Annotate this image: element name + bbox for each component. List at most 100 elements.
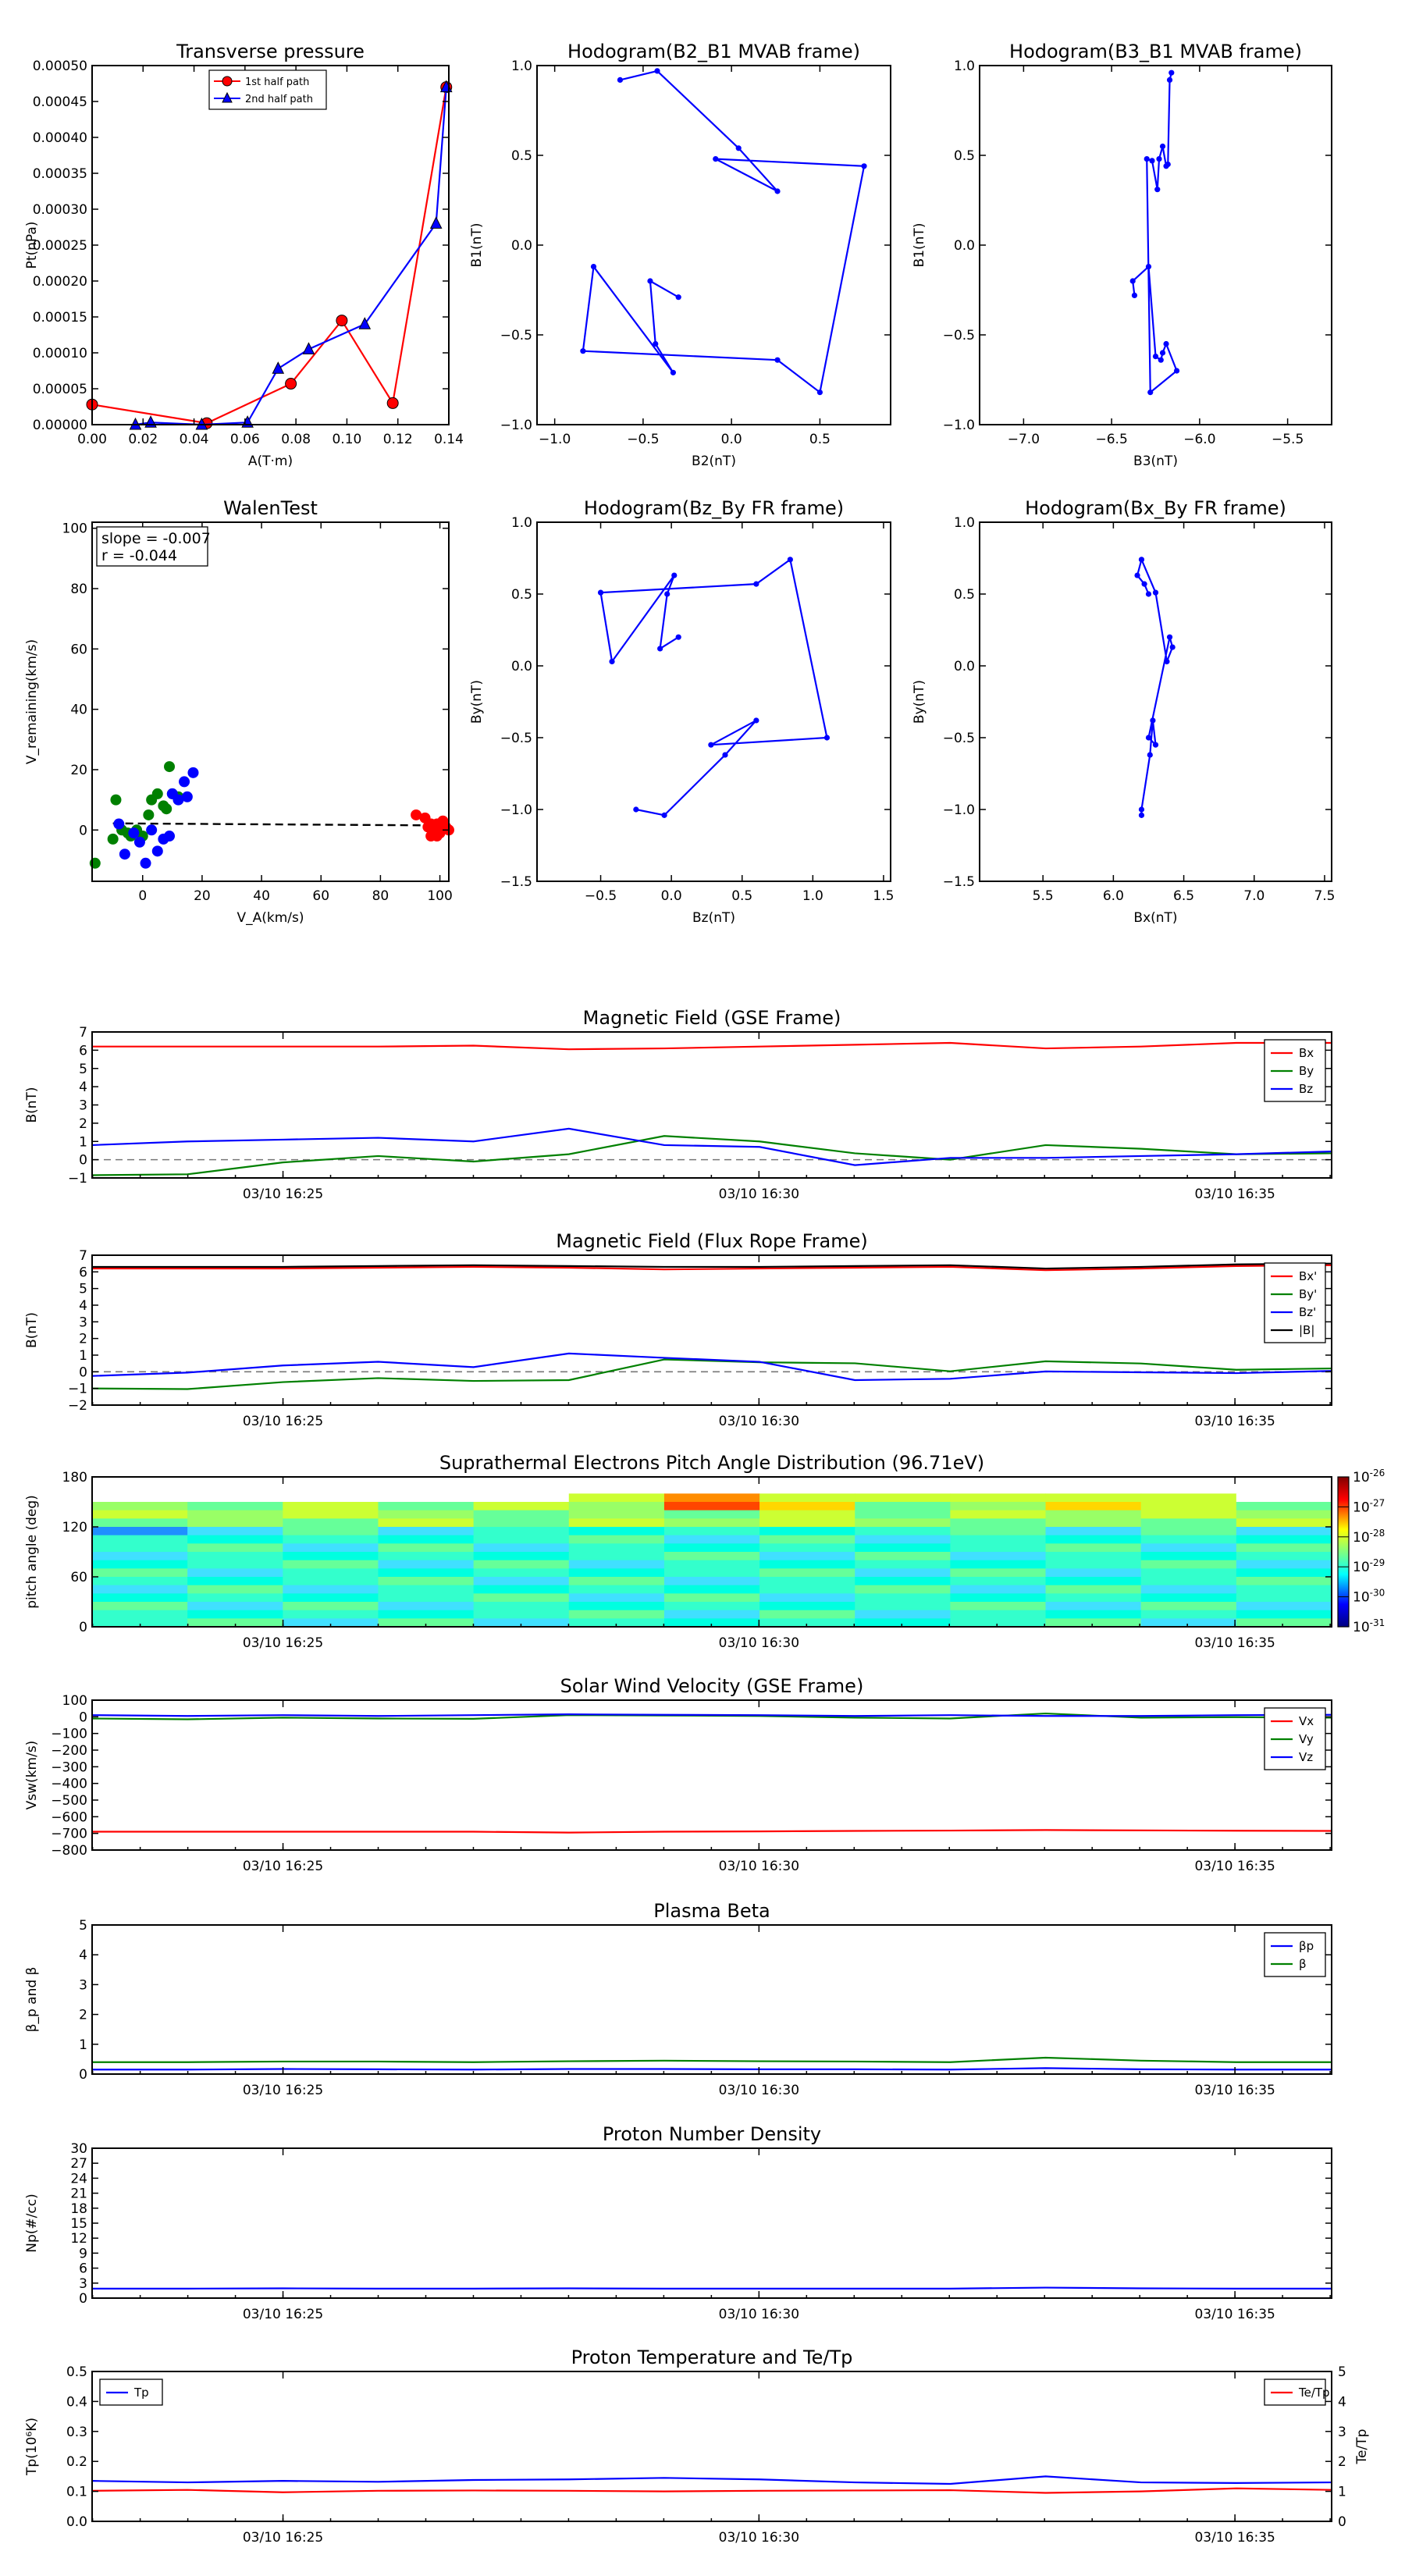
pad-cell	[759, 1510, 855, 1519]
h2-ytick-label: −1.0	[943, 418, 975, 433]
h4-point	[1166, 634, 1173, 640]
h1-ytick-label: 0.5	[511, 148, 532, 164]
tpr-ytick-label: 0.2	[66, 2454, 87, 2470]
np-xtick-label: 03/10 16:35	[1194, 2307, 1275, 2322]
pad-cell	[1236, 1518, 1332, 1528]
walen-point	[110, 794, 122, 806]
beta-ytick-label: 2	[79, 2008, 87, 2023]
pad-cell	[92, 1527, 188, 1536]
walen-plot-frame	[91, 521, 450, 882]
np-ytick-label: 9	[79, 2246, 87, 2261]
pad-cell	[568, 1552, 665, 1561]
walen-xtick-label: 40	[253, 888, 270, 904]
tpr-ytick-label: 0.0	[66, 2514, 87, 2530]
pad-cell	[759, 1518, 855, 1528]
h2-ylabel: B1(nT)	[912, 223, 927, 268]
pad-cell	[663, 1602, 760, 1611]
np-title: Proton Number Density	[603, 2123, 821, 2145]
pad-cell	[473, 1593, 570, 1603]
h4-point	[1138, 557, 1145, 563]
magGSE-ytick-label: 0	[79, 1153, 87, 1169]
magFR-legend-label: Bx'	[1299, 1269, 1317, 1283]
h2-point	[1129, 278, 1136, 284]
tpr-ytick-right-label: 2	[1338, 2454, 1346, 2470]
pad-cell	[92, 1585, 188, 1594]
colorbar-exponent: -28	[1370, 1528, 1385, 1539]
vsw-ytick-label: −200	[51, 1743, 87, 1759]
pad-cell	[759, 1593, 855, 1603]
pad-cell	[950, 1593, 1047, 1603]
pad-cell	[855, 1618, 951, 1628]
walen-point	[187, 767, 199, 778]
pad-cell	[568, 1585, 665, 1594]
magGSE-title: Magnetic Field (GSE Frame)	[583, 1007, 841, 1029]
tpr-plot-frame	[91, 2371, 1332, 2522]
pad-cell	[1140, 1527, 1237, 1536]
tp-xtick-label: 0.00	[77, 432, 107, 447]
h4-point	[1164, 658, 1170, 665]
pad-cell	[1045, 1527, 1142, 1536]
pad-cell	[1140, 1602, 1237, 1611]
walen-xtick-label: 60	[312, 888, 329, 904]
walen-ytick-label: 60	[70, 642, 87, 657]
pad-cell	[187, 1518, 283, 1528]
colorbar-label: 10-29	[1353, 1557, 1385, 1575]
pad-cell	[187, 1502, 283, 1511]
pad-cell	[473, 1485, 570, 1494]
h3-point	[675, 634, 681, 640]
pad-cell	[950, 1518, 1047, 1528]
magFR-ytick-label: 1	[79, 1348, 87, 1364]
pad-cell	[187, 1527, 283, 1536]
pad-cell	[92, 1535, 188, 1544]
pad-cell	[378, 1518, 475, 1528]
pad-cell	[1140, 1568, 1237, 1578]
beta-legend-label: βp	[1299, 1939, 1314, 1953]
pad-cell	[1045, 1535, 1142, 1544]
pad-cell	[1140, 1518, 1237, 1528]
h3-point	[597, 589, 604, 596]
tp-ylabel: Pt(nPa)	[24, 222, 40, 269]
h3-xtick-label: 1.5	[873, 888, 894, 904]
walen-point	[179, 776, 190, 788]
magGSE-series-2	[91, 1127, 1332, 1166]
h3-point	[661, 812, 667, 818]
h2-xtick-label: −7.0	[1008, 432, 1040, 447]
pad-cell	[1236, 1618, 1332, 1628]
pad-cell	[663, 1560, 760, 1569]
walen-ytick-label: 40	[70, 703, 87, 718]
tp-xtick-label: 0.06	[230, 432, 260, 447]
pad-cell	[1140, 1593, 1237, 1603]
tpr-legend-label: Te/Tp	[1298, 2386, 1330, 2400]
beta-ytick-label: 4	[79, 1948, 87, 1963]
pad-cell	[950, 1577, 1047, 1586]
pad-cell	[1045, 1618, 1142, 1628]
h3-point	[609, 658, 615, 665]
tp-series-line-0	[91, 87, 447, 425]
pad-cell	[759, 1527, 855, 1536]
walen-point	[173, 794, 184, 806]
pad-cell	[92, 1602, 188, 1611]
h3-title: Hodogram(Bz_By FR frame)	[584, 497, 844, 519]
pad-cell	[950, 1535, 1047, 1544]
pad-cell	[1140, 1618, 1237, 1628]
tp-ytick-label: 0.00010	[33, 346, 87, 361]
h1-point	[861, 163, 867, 169]
pad-cell	[759, 1568, 855, 1578]
pad-cell	[283, 1535, 379, 1544]
pad-cell	[855, 1527, 951, 1536]
h3-ylabel: By(nT)	[469, 680, 485, 724]
tpr-series-1	[91, 2487, 1332, 2494]
pad-cell	[950, 1510, 1047, 1519]
pad-cell	[1045, 1518, 1142, 1528]
pad-cell	[663, 1593, 760, 1603]
pad-cell	[378, 1618, 475, 1628]
pad-cell	[855, 1610, 951, 1619]
pad-cell	[1236, 1585, 1332, 1594]
vsw-legend-label: Vz	[1299, 1750, 1313, 1764]
np-ytick-label: 3	[79, 2276, 87, 2292]
pad-cell	[187, 1568, 283, 1578]
pad-cell	[1045, 1477, 1142, 1486]
h3-ytick-label: 0.0	[511, 659, 532, 674]
pad-cell	[1236, 1593, 1332, 1603]
h1-xtick-label: −0.5	[627, 432, 659, 447]
